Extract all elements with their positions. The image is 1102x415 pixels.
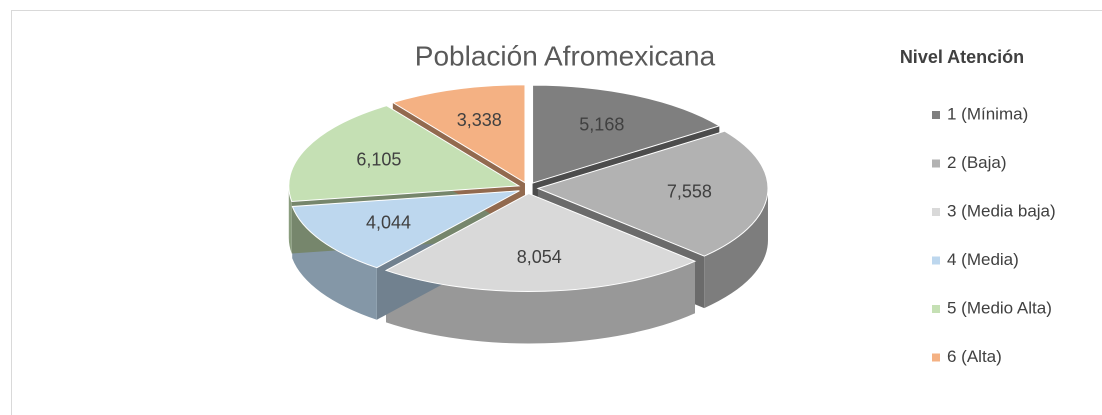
legend-swatch: [932, 353, 940, 362]
legend-swatch: [932, 208, 940, 216]
data-label: 4,044: [366, 212, 411, 232]
slice: [536, 130, 769, 257]
slice: [532, 84, 721, 184]
legend-swatch: [932, 111, 940, 119]
chart-border: [11, 10, 1102, 415]
legend-swatch: [932, 305, 940, 313]
data-label: 3,338: [457, 110, 502, 130]
slice-side: [386, 261, 695, 344]
data-label: 6,105: [356, 149, 401, 169]
legend-label: 2 (Baja): [947, 153, 1007, 172]
legend-label: 6 (Alta): [947, 347, 1002, 366]
legend-swatch: [932, 256, 940, 265]
data-label: 5,168: [579, 114, 624, 134]
data-label: 7,558: [667, 182, 712, 202]
legend-label: 4 (Media): [947, 250, 1019, 269]
chart-title: Población Afromexicana: [415, 40, 716, 71]
slice-side: [704, 188, 768, 309]
data-label: 8,054: [517, 247, 562, 267]
slice: [288, 105, 521, 203]
legend-label: 5 (Medio Alta): [947, 298, 1052, 317]
slice: [384, 192, 697, 293]
slice-side: [288, 185, 292, 254]
slice: [291, 190, 520, 269]
legend-title: Nivel Atención: [900, 47, 1024, 67]
legend-label: 1 (Mínima): [947, 104, 1028, 123]
legend-label: 3 (Media baja): [947, 201, 1056, 220]
slice: [391, 84, 526, 184]
legend-swatch: [932, 159, 940, 168]
